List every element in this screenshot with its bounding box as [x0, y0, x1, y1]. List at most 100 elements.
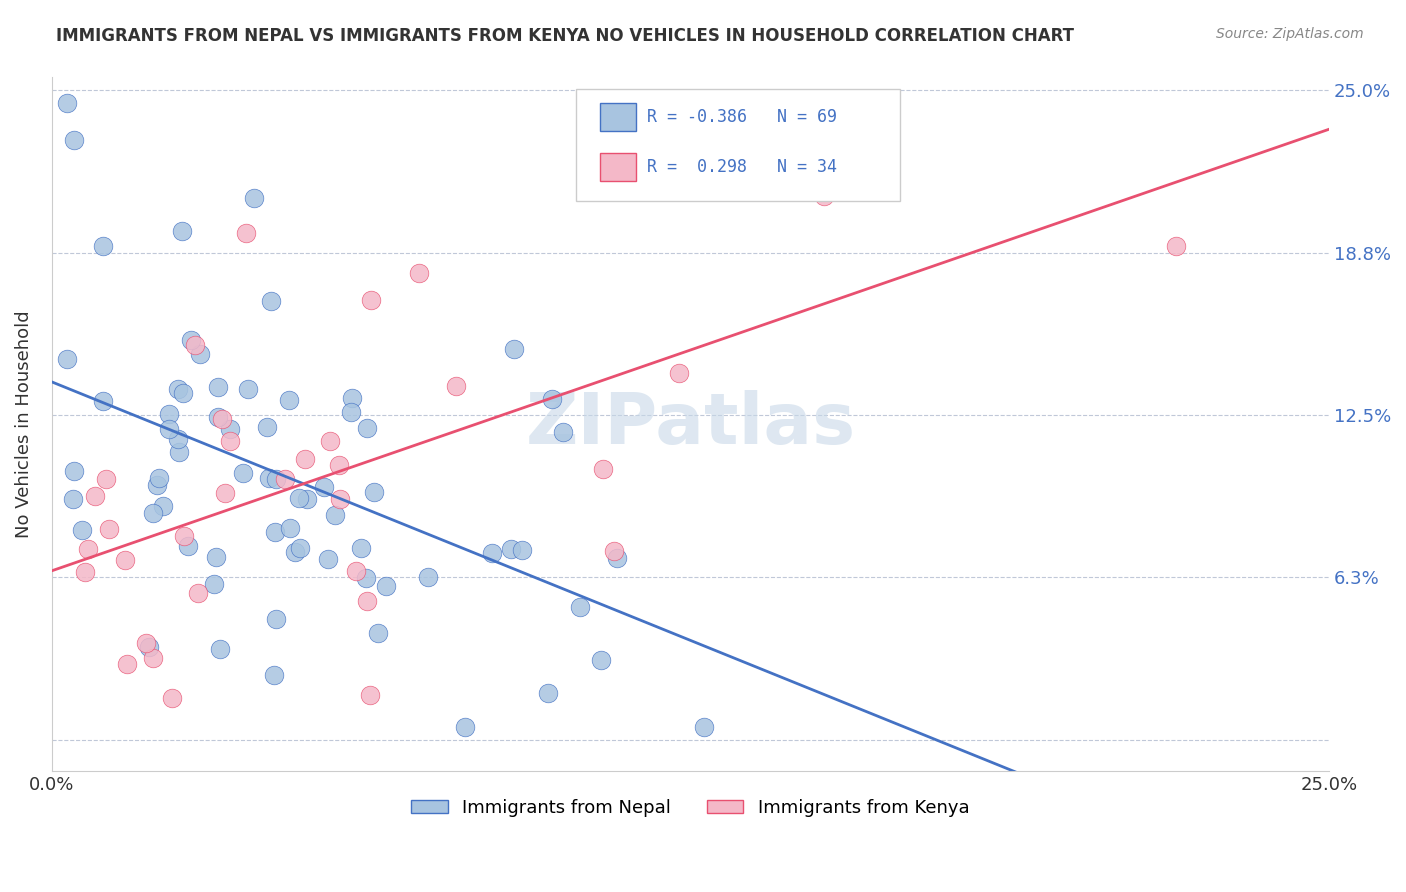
Point [444, 378, 467, 392]
Point [329, 492, 352, 507]
Point [263, 668, 285, 682]
Point [316, 551, 339, 566]
Point [62, 133, 84, 147]
Text: Source: ZipAtlas.com: Source: ZipAtlas.com [1216, 27, 1364, 41]
Point [503, 342, 526, 356]
Point [553, 425, 575, 439]
Point [73, 566, 96, 580]
Point [328, 458, 350, 472]
Text: IMMIGRANTS FROM NEPAL VS IMMIGRANTS FROM KENYA NO VEHICLES IN HOUSEHOLD CORRELAT: IMMIGRANTS FROM NEPAL VS IMMIGRANTS FROM… [56, 27, 1074, 45]
Point [274, 472, 297, 486]
Point [360, 293, 382, 307]
Point [340, 392, 363, 406]
Legend: Immigrants from Nepal, Immigrants from Kenya: Immigrants from Nepal, Immigrants from K… [405, 791, 976, 824]
Point [166, 433, 188, 447]
Point [499, 542, 522, 557]
Point [184, 338, 207, 352]
Point [832, 161, 855, 176]
Point [55, 351, 77, 366]
Point [170, 224, 193, 238]
Point [367, 626, 389, 640]
Point [180, 333, 202, 347]
Point [325, 508, 347, 523]
Point [356, 421, 378, 435]
Point [238, 382, 260, 396]
Point [668, 366, 690, 380]
Point [257, 471, 280, 485]
Point [589, 653, 612, 667]
Point [592, 461, 614, 475]
Point [359, 688, 381, 702]
Point [91, 394, 114, 409]
Point [190, 347, 212, 361]
Point [207, 380, 229, 394]
Point [83, 489, 105, 503]
Point [603, 544, 626, 558]
Point [232, 466, 254, 480]
Point [288, 491, 311, 505]
Point [142, 651, 165, 665]
Point [416, 570, 439, 584]
Point [56, 96, 79, 111]
Point [606, 551, 628, 566]
Point [146, 478, 169, 492]
Text: R = -0.386   N = 69: R = -0.386 N = 69 [647, 108, 837, 126]
Point [263, 524, 285, 539]
Point [363, 484, 385, 499]
Point [264, 472, 287, 486]
Point [284, 545, 307, 559]
Point [1164, 239, 1187, 253]
Point [77, 542, 100, 557]
Point [295, 491, 318, 506]
Point [375, 579, 398, 593]
Point [209, 642, 232, 657]
Point [356, 594, 378, 608]
Point [91, 239, 114, 253]
Point [177, 539, 200, 553]
Point [693, 720, 716, 734]
Point [540, 392, 562, 407]
Point [294, 452, 316, 467]
Point [167, 445, 190, 459]
Text: R =  0.298   N = 34: R = 0.298 N = 34 [647, 158, 837, 176]
Point [290, 541, 312, 556]
Point [350, 541, 373, 556]
Point [278, 521, 301, 535]
Point [813, 189, 835, 203]
Point [260, 293, 283, 308]
Point [207, 410, 229, 425]
Point [167, 382, 190, 396]
Point [314, 480, 336, 494]
Y-axis label: No Vehicles in Household: No Vehicles in Household [15, 310, 32, 538]
Point [256, 420, 278, 434]
Point [219, 422, 242, 436]
Point [408, 266, 430, 280]
Point [454, 720, 477, 734]
Point [481, 546, 503, 560]
Point [160, 691, 183, 706]
Point [138, 640, 160, 654]
Point [204, 549, 226, 564]
Point [235, 226, 257, 240]
Point [152, 499, 174, 513]
Point [98, 523, 121, 537]
Point [356, 571, 378, 585]
Point [319, 434, 342, 449]
Point [148, 471, 170, 485]
Point [157, 422, 180, 436]
Point [266, 612, 288, 626]
Point [277, 392, 299, 407]
Point [72, 524, 94, 538]
Point [510, 543, 533, 558]
Point [202, 577, 225, 591]
Point [135, 636, 157, 650]
Point [173, 528, 195, 542]
Point [172, 385, 194, 400]
Point [117, 657, 139, 671]
Point [537, 686, 560, 700]
Point [219, 434, 242, 448]
Point [94, 472, 117, 486]
Point [157, 407, 180, 421]
Point [339, 405, 361, 419]
Point [344, 564, 367, 578]
